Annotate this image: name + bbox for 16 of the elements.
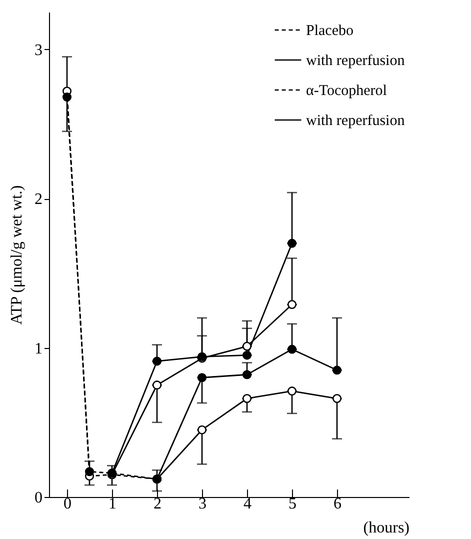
x-tick-label: 4 — [244, 496, 252, 512]
x-tick-label: 3 — [198, 496, 206, 512]
y-axis-title: ATP (μmol/g wet wt.) — [8, 185, 26, 325]
y-tick-label: 2 — [34, 191, 42, 208]
legend-label: Placebo — [306, 23, 354, 39]
y-tick-label: 3 — [34, 42, 42, 59]
legend-label: with reperfusion — [306, 113, 406, 129]
x-tick-label: 6 — [334, 496, 342, 512]
x-tick-label: 1 — [108, 496, 116, 512]
x-axis-title: (hours) — [363, 520, 410, 536]
x-tick-label: 5 — [288, 496, 296, 512]
x-tick-label: 2 — [154, 496, 162, 512]
y-tick-label: 1 — [34, 340, 42, 358]
legend-label: with reperfusion — [306, 53, 406, 69]
legend-label: α-Tocopherol — [306, 83, 387, 99]
x-tick-label: 0 — [64, 496, 72, 512]
